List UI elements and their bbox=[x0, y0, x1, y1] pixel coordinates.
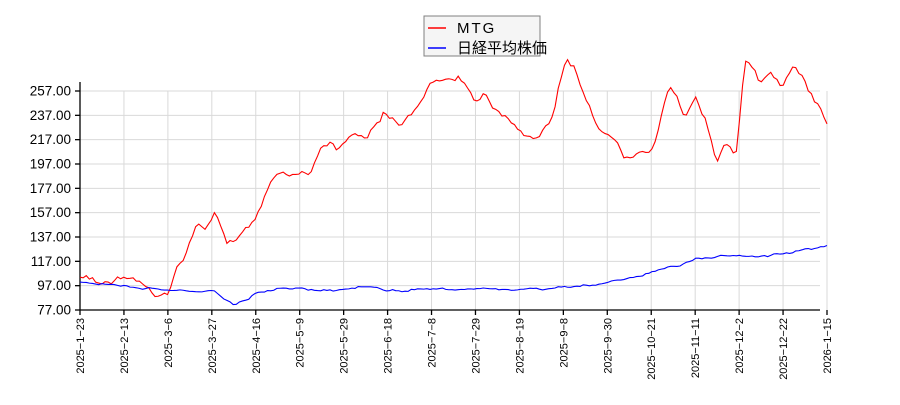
svg-text:2025−9−8: 2025−9−8 bbox=[558, 318, 570, 368]
svg-text:2025−10−21: 2025−10−21 bbox=[646, 318, 658, 380]
svg-text:2025−12−2: 2025−12−2 bbox=[734, 318, 746, 374]
svg-text:2025−3−27: 2025−3−27 bbox=[207, 318, 219, 374]
svg-text:2025−2−13: 2025−2−13 bbox=[119, 318, 131, 374]
svg-text:217.00: 217.00 bbox=[30, 132, 71, 147]
svg-text:2025−7−8: 2025−7−8 bbox=[427, 318, 439, 368]
svg-text:2025−6−18: 2025−6−18 bbox=[383, 318, 395, 374]
svg-text:2025−9−30: 2025−9−30 bbox=[602, 318, 614, 374]
svg-text:日経平均株価: 日経平均株価 bbox=[457, 40, 547, 57]
svg-text:2025−1−23: 2025−1−23 bbox=[75, 318, 87, 374]
svg-text:157.00: 157.00 bbox=[30, 205, 71, 220]
svg-text:2025−4−16: 2025−4−16 bbox=[251, 318, 263, 374]
svg-text:2025−7−29: 2025−7−29 bbox=[470, 318, 482, 374]
svg-text:177.00: 177.00 bbox=[30, 181, 71, 196]
svg-text:2026−1−15: 2026−1−15 bbox=[822, 318, 834, 374]
svg-text:137.00: 137.00 bbox=[30, 230, 71, 245]
svg-text:2025−3−6: 2025−3−6 bbox=[163, 318, 175, 368]
svg-text:2025−11−11: 2025−11−11 bbox=[690, 318, 702, 378]
svg-text:2025−5−29: 2025−5−29 bbox=[339, 318, 351, 374]
svg-text:117.00: 117.00 bbox=[31, 254, 71, 269]
svg-text:237.00: 237.00 bbox=[30, 108, 71, 123]
svg-text:MTG: MTG bbox=[457, 20, 496, 37]
svg-text:257.00: 257.00 bbox=[30, 84, 71, 99]
svg-text:197.00: 197.00 bbox=[30, 157, 71, 172]
svg-text:77.00: 77.00 bbox=[37, 303, 71, 318]
svg-text:2025−5−9: 2025−5−9 bbox=[295, 318, 307, 368]
svg-text:2025−12−22: 2025−12−22 bbox=[778, 318, 790, 380]
svg-text:97.00: 97.00 bbox=[37, 278, 71, 293]
svg-text:2025−8−19: 2025−8−19 bbox=[514, 318, 526, 374]
